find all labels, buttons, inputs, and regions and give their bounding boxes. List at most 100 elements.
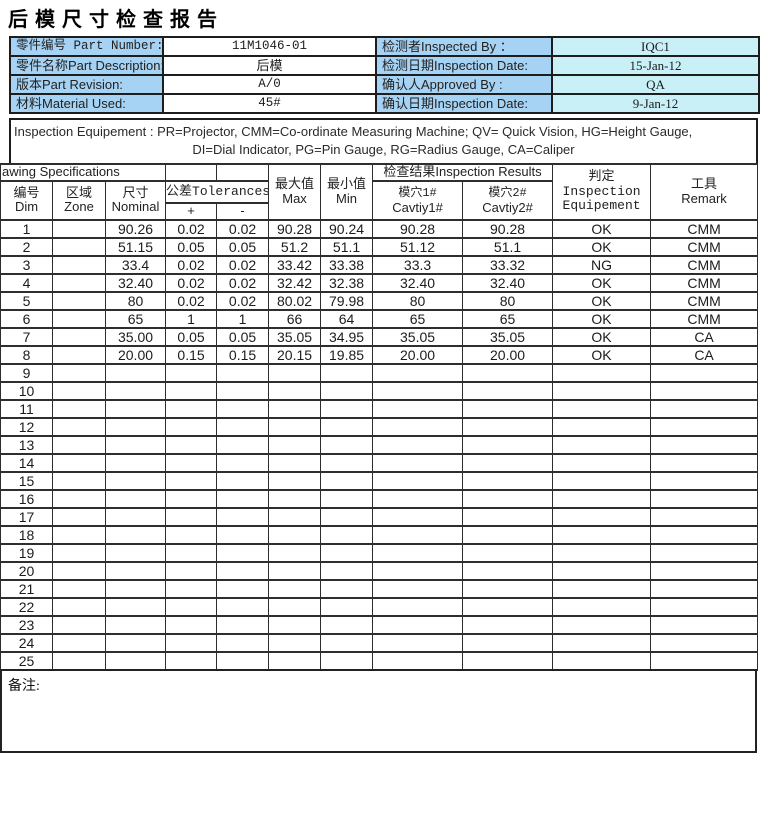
cell-tol_plus[interactable] (165, 524, 218, 545)
cell-max[interactable]: 33.42 (268, 254, 322, 275)
cell-cav2[interactable] (462, 650, 554, 671)
cell-dim[interactable]: 8 (0, 344, 53, 365)
cell-cav1[interactable] (372, 488, 464, 509)
info-value[interactable]: QA (551, 74, 760, 95)
info-value[interactable]: 45# (162, 93, 377, 114)
cell-cav2[interactable] (462, 542, 554, 563)
cell-max[interactable]: 80.02 (268, 290, 322, 311)
cell-tol_minus[interactable] (216, 452, 270, 473)
cell-max[interactable] (268, 434, 322, 455)
cell-dim[interactable]: 24 (0, 632, 53, 653)
cell-cav1[interactable] (372, 632, 464, 653)
cell-nominal[interactable] (104, 614, 167, 635)
cell-cav1[interactable] (372, 416, 464, 437)
cell-judge[interactable]: OK (552, 344, 652, 365)
cell-max[interactable] (268, 416, 322, 437)
cell-dim[interactable]: 25 (0, 650, 53, 671)
cell-min[interactable]: 90.24 (320, 218, 374, 239)
cell-zone[interactable] (52, 272, 106, 293)
cell-cav2[interactable] (462, 380, 554, 401)
cell-min[interactable]: 33.38 (320, 254, 374, 275)
cell-cav2[interactable] (462, 398, 554, 419)
cell-cav2[interactable]: 32.40 (462, 272, 554, 293)
cell-cav1[interactable] (372, 362, 464, 383)
cell-min[interactable] (320, 470, 374, 491)
cell-max[interactable]: 51.2 (268, 236, 322, 257)
cell-judge[interactable]: OK (552, 272, 652, 293)
cell-nominal[interactable]: 90.26 (104, 218, 167, 239)
cell-tool[interactable] (650, 362, 759, 383)
cell-cav2[interactable]: 90.28 (462, 218, 554, 239)
cell-tol_plus[interactable] (165, 452, 218, 473)
cell-dim[interactable]: 3 (0, 254, 53, 275)
cell-cav2[interactable] (462, 614, 554, 635)
info-value[interactable]: 11M1046-01 (162, 36, 377, 57)
cell-cav1[interactable]: 65 (372, 308, 464, 329)
cell-min[interactable]: 79.98 (320, 290, 374, 311)
cell-nominal[interactable] (104, 578, 167, 599)
cell-min[interactable] (320, 578, 374, 599)
cell-tool[interactable] (650, 488, 759, 509)
cell-tol_minus[interactable]: 0.02 (216, 254, 270, 275)
cell-min[interactable]: 64 (320, 308, 374, 329)
cell-judge[interactable] (552, 380, 652, 401)
cell-min[interactable]: 34.95 (320, 326, 374, 347)
cell-zone[interactable] (52, 344, 106, 365)
cell-nominal[interactable]: 33.4 (104, 254, 167, 275)
cell-tool[interactable] (650, 524, 759, 545)
cell-tol_minus[interactable] (216, 488, 270, 509)
cell-zone[interactable] (52, 596, 106, 617)
cell-tol_minus[interactable] (216, 434, 270, 455)
cell-nominal[interactable] (104, 416, 167, 437)
cell-max[interactable] (268, 362, 322, 383)
cell-tol_plus[interactable] (165, 578, 218, 599)
cell-cav2[interactable]: 33.32 (462, 254, 554, 275)
cell-judge[interactable] (552, 542, 652, 563)
cell-min[interactable] (320, 650, 374, 671)
cell-min[interactable] (320, 488, 374, 509)
cell-tol_minus[interactable]: 0.02 (216, 272, 270, 293)
cell-nominal[interactable] (104, 650, 167, 671)
cell-cav2[interactable] (462, 524, 554, 545)
cell-tol_minus[interactable] (216, 632, 270, 653)
cell-tol_plus[interactable] (165, 380, 218, 401)
cell-cav1[interactable] (372, 506, 464, 527)
cell-tool[interactable] (650, 452, 759, 473)
cell-tol_minus[interactable] (216, 614, 270, 635)
info-value[interactable]: 后模 (162, 55, 377, 76)
cell-cav1[interactable]: 51.12 (372, 236, 464, 257)
cell-dim[interactable]: 20 (0, 560, 53, 581)
cell-tol_minus[interactable] (216, 578, 270, 599)
cell-dim[interactable]: 6 (0, 308, 53, 329)
cell-tol_plus[interactable] (165, 650, 218, 671)
cell-tool[interactable]: CA (650, 326, 759, 347)
cell-dim[interactable]: 5 (0, 290, 53, 311)
info-value[interactable]: A/0 (162, 74, 377, 95)
cell-tool[interactable] (650, 380, 759, 401)
cell-cav1[interactable]: 33.3 (372, 254, 464, 275)
cell-tool[interactable]: CMM (650, 254, 759, 275)
cell-tol_plus[interactable] (165, 470, 218, 491)
cell-tol_minus[interactable] (216, 524, 270, 545)
cell-cav1[interactable] (372, 542, 464, 563)
cell-zone[interactable] (52, 506, 106, 527)
cell-cav2[interactable] (462, 596, 554, 617)
cell-nominal[interactable] (104, 452, 167, 473)
cell-zone[interactable] (52, 326, 106, 347)
cell-zone[interactable] (52, 236, 106, 257)
cell-cav1[interactable]: 80 (372, 290, 464, 311)
cell-max[interactable] (268, 578, 322, 599)
cell-cav2[interactable] (462, 452, 554, 473)
cell-max[interactable] (268, 632, 322, 653)
cell-judge[interactable] (552, 488, 652, 509)
cell-nominal[interactable] (104, 362, 167, 383)
cell-tol_plus[interactable] (165, 614, 218, 635)
cell-dim[interactable]: 10 (0, 380, 53, 401)
cell-max[interactable]: 32.42 (268, 272, 322, 293)
cell-tol_plus[interactable] (165, 488, 218, 509)
cell-tool[interactable] (650, 506, 759, 527)
cell-zone[interactable] (52, 452, 106, 473)
cell-nominal[interactable]: 65 (104, 308, 167, 329)
cell-tool[interactable] (650, 416, 759, 437)
cell-tol_plus[interactable]: 1 (165, 308, 218, 329)
